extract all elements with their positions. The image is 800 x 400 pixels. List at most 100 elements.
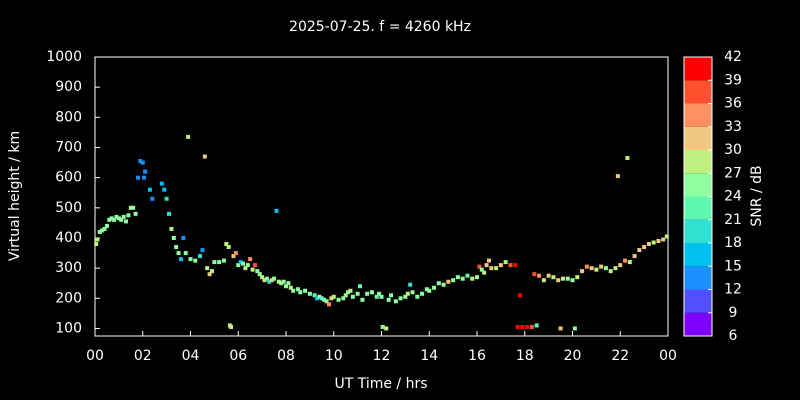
data-point (355, 291, 360, 296)
colorbar-band (684, 312, 712, 336)
data-point (281, 279, 286, 284)
data-point (315, 296, 320, 301)
data-point (377, 291, 382, 296)
data-point (274, 208, 279, 213)
data-point (276, 279, 281, 284)
colorbar-tick-label: 27 (724, 165, 742, 181)
data-point (116, 216, 121, 221)
data-point (580, 269, 585, 274)
data-point (135, 175, 140, 180)
data-point (260, 275, 265, 280)
x-tick-label: 16 (468, 348, 486, 364)
data-point (410, 290, 415, 295)
data-point (556, 278, 561, 283)
data-point (303, 288, 308, 293)
x-tick-label: 18 (516, 348, 534, 364)
data-point (348, 288, 353, 293)
y-tick-label: 900 (55, 79, 82, 95)
data-point (147, 187, 152, 192)
data-point (226, 245, 231, 250)
data-point (167, 211, 172, 216)
data-point (360, 297, 365, 302)
data-point (623, 258, 628, 263)
y-tick-label: 500 (55, 200, 82, 216)
data-point (267, 279, 272, 284)
data-point (389, 293, 394, 298)
colorbar-tick-label: 30 (724, 142, 742, 158)
data-point (221, 258, 226, 263)
x-tick-label: 04 (182, 348, 200, 364)
x-tick-label: 20 (564, 348, 582, 364)
colorbar-band (684, 126, 712, 150)
colorbar-band (684, 266, 712, 290)
data-point (551, 275, 556, 280)
data-point (298, 290, 303, 295)
data-point (248, 257, 253, 262)
data-point (415, 294, 420, 299)
data-point (532, 272, 537, 277)
data-point (451, 278, 456, 283)
data-point (479, 267, 484, 272)
x-tick-label: 12 (373, 348, 391, 364)
data-point (176, 251, 181, 256)
data-point (121, 214, 126, 219)
data-point (594, 267, 599, 272)
data-point (570, 278, 575, 283)
data-point (329, 296, 334, 301)
data-point (331, 294, 336, 299)
data-point (255, 269, 260, 274)
colorbar-label: SNR / dB (749, 165, 765, 226)
y-tick-label: 800 (55, 109, 82, 125)
data-point (295, 287, 300, 292)
data-point (420, 291, 425, 296)
data-point (169, 226, 174, 231)
data-point (515, 324, 520, 329)
data-point (107, 217, 112, 222)
data-point (489, 266, 494, 271)
data-point (664, 234, 669, 239)
data-point (319, 296, 324, 301)
data-point (384, 326, 389, 331)
data-point (114, 214, 119, 219)
y-tick-label: 400 (55, 230, 82, 246)
data-point (100, 228, 105, 233)
data-point (343, 293, 348, 298)
data-point (102, 226, 107, 231)
data-point (336, 297, 341, 302)
data-point (432, 285, 437, 290)
data-point (109, 216, 114, 221)
data-point (405, 291, 410, 296)
y-tick-label: 600 (55, 170, 82, 186)
x-tick-label: 14 (420, 348, 438, 364)
data-point (346, 290, 351, 295)
data-point (484, 263, 489, 268)
data-point (427, 288, 432, 293)
colorbar-band (684, 219, 712, 243)
y-axis-label: Virtual height / km (7, 131, 23, 261)
data-point (178, 257, 183, 262)
data-point (386, 297, 391, 302)
data-point (503, 260, 508, 265)
data-point (104, 223, 109, 228)
data-point (264, 276, 269, 281)
colorbar-tick-label: 9 (729, 305, 738, 321)
data-point (627, 260, 632, 265)
data-point (112, 217, 117, 222)
data-point (124, 219, 129, 224)
data-point (200, 248, 205, 253)
colorbar-tick-label: 42 (724, 49, 742, 65)
data-point (477, 264, 482, 269)
data-point (159, 181, 164, 186)
colorbar-band (684, 150, 712, 174)
data-point (441, 282, 446, 287)
data-point (212, 260, 217, 265)
data-point (307, 291, 312, 296)
x-tick-label: 00 (659, 348, 677, 364)
colorbar-tick-label: 33 (724, 119, 742, 135)
data-point (236, 263, 241, 268)
colorbar-band (684, 173, 712, 197)
data-point (470, 276, 475, 281)
x-tick-label: 10 (325, 348, 343, 364)
data-point (608, 269, 613, 274)
data-point (599, 264, 604, 269)
